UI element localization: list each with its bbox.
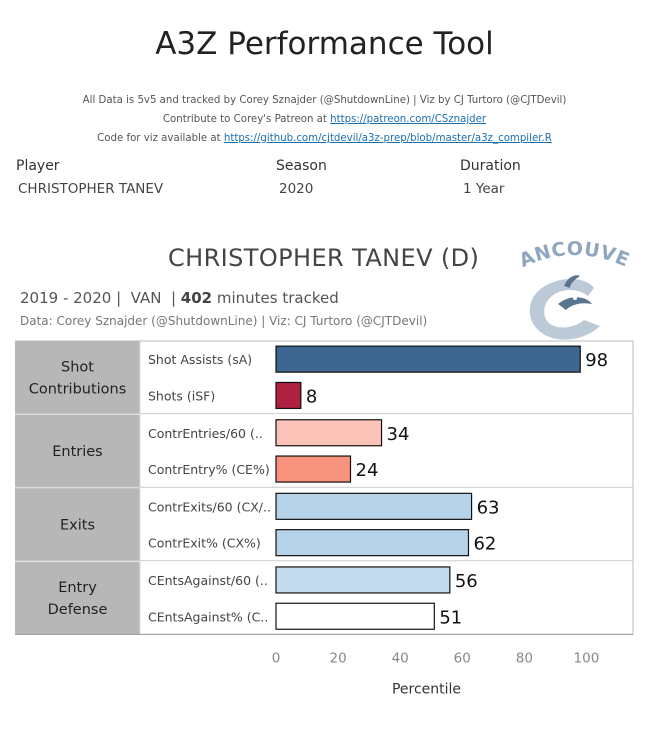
meta-minutes-suffix: minutes tracked <box>212 289 339 307</box>
player-filter-value[interactable]: CHRISTOPHER TANEV <box>18 181 164 197</box>
player-filter-label: Player <box>16 158 60 174</box>
duration-filter-label: Duration <box>460 158 521 174</box>
meta-season-team: 2019 - 2020 | VAN | <box>20 289 181 307</box>
group-header-cell <box>15 488 140 561</box>
season-team-minutes: 2019 - 2020 | VAN | 402 minutes tracked <box>20 289 339 307</box>
credit-line: Contribute to Corey's Patreon at https:/… <box>0 110 649 129</box>
patreon-link[interactable]: https://patreon.com/CSznajder <box>330 114 487 125</box>
metric-label: Shots (iSF) <box>148 388 215 403</box>
bar-value-label: 51 <box>439 607 462 628</box>
bar <box>275 455 352 483</box>
group-header-cell <box>15 414 140 488</box>
x-tick-label: 60 <box>454 650 471 666</box>
player-title: CHRISTOPHER TANEV (D) <box>168 244 480 272</box>
group-header-label: Entry <box>58 580 97 596</box>
group-header-label: Entries <box>52 444 103 460</box>
bar-value-label: 24 <box>356 460 379 481</box>
bar-value-label: 62 <box>473 534 496 555</box>
bar <box>275 381 302 410</box>
duration-filter-value[interactable]: 1 Year <box>463 181 505 197</box>
group-header-cell <box>15 341 140 414</box>
group-header-cell <box>15 561 140 635</box>
bar-value-label: 63 <box>477 497 500 518</box>
group-header-label: Exits <box>60 518 95 534</box>
bar <box>275 602 435 630</box>
credits: All Data is 5v5 and tracked by Corey Szn… <box>0 91 649 148</box>
x-tick-label: 100 <box>574 650 600 666</box>
x-tick-label: 80 <box>516 650 533 666</box>
bar <box>275 492 473 520</box>
bar <box>275 419 383 447</box>
x-tick-label: 20 <box>329 650 346 666</box>
github-link[interactable]: https://github.com/cjtdevil/a3z-prep/blo… <box>223 133 552 144</box>
bar-value-label: 98 <box>585 350 608 371</box>
bar <box>275 566 451 594</box>
credit-line: All Data is 5v5 and tracked by Corey Szn… <box>82 95 567 106</box>
bar <box>275 345 581 373</box>
metric-label: Shot Assists (sA) <box>148 352 252 367</box>
minutes-value: 402 <box>180 289 213 307</box>
data-source: Data: Corey Sznajder (@ShutdownLine) | V… <box>20 314 428 328</box>
season-filter-label: Season <box>276 158 327 174</box>
bar-value-label: 56 <box>455 571 478 592</box>
credit-text: Code for viz available at <box>97 133 224 144</box>
page-title: A3Z Performance Tool <box>155 26 494 62</box>
group-header-label: Defense <box>48 602 108 618</box>
group-header-label: Shot <box>61 359 94 375</box>
x-tick-label: 0 <box>272 650 281 666</box>
metric-label: CEntsAgainst% (C.. <box>148 609 268 624</box>
x-axis-title: Percentile <box>392 681 461 697</box>
x-tick-label: 40 <box>392 650 409 666</box>
metric-label: ContrExit% (CX%) <box>148 536 261 551</box>
season-filter-value[interactable]: 2020 <box>279 181 314 197</box>
bar-value-label: 34 <box>387 424 410 445</box>
metric-label: CEntsAgainst/60 (.. <box>148 573 268 588</box>
group-header-label: Contributions <box>29 381 127 397</box>
bar-value-label: 8 <box>306 386 317 407</box>
credit-text: Contribute to Corey's Patreon at <box>162 114 331 125</box>
bar <box>275 529 470 557</box>
metric-label: ContrEntry% (CE%) <box>148 462 270 477</box>
metric-label: ContrEntries/60 (.. <box>148 426 263 441</box>
credit-line: Code for viz available at https://github… <box>0 129 649 148</box>
metric-label: ContrExits/60 (CX/.. <box>148 499 271 514</box>
